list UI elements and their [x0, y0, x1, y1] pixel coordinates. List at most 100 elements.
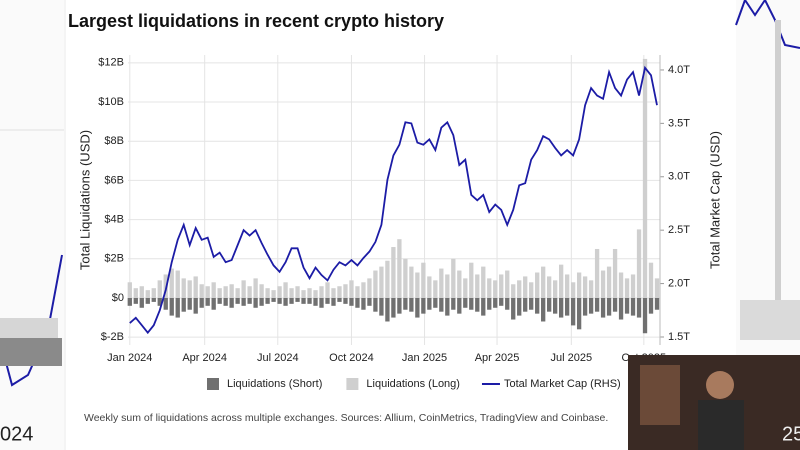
bar [325, 282, 330, 298]
bar [570, 282, 576, 298]
bar [415, 272, 420, 298]
x-tick-label: Jul 2025 [551, 352, 593, 364]
y-tick-label: $2B [104, 253, 124, 265]
bar [433, 280, 438, 298]
legend-swatch [346, 378, 359, 390]
bar [217, 288, 222, 298]
bar [606, 297, 612, 316]
line [129, 65, 658, 335]
bar [463, 278, 468, 298]
bar [313, 297, 318, 306]
bar [223, 286, 228, 298]
bar [570, 297, 576, 326]
bar [265, 297, 270, 304]
webcam-overlay: 25 [628, 355, 800, 450]
bar [133, 288, 138, 298]
bar [505, 270, 510, 298]
left-bars [0, 338, 62, 366]
bar [630, 274, 636, 298]
bar [481, 297, 486, 316]
bar [558, 264, 564, 298]
bar [427, 276, 432, 298]
bar [241, 297, 246, 306]
y2-tick-label: 2.5T [668, 224, 690, 236]
bar [475, 297, 480, 312]
bar [337, 297, 342, 302]
bar [289, 297, 294, 304]
bar [517, 280, 522, 298]
bar [648, 262, 654, 298]
bar [169, 268, 174, 298]
bar [606, 266, 612, 298]
bar [445, 274, 450, 298]
bar [564, 274, 570, 298]
bar [487, 297, 492, 310]
y-tick-label: $8B [104, 135, 124, 147]
webcam-person [706, 371, 734, 399]
bar [223, 297, 228, 306]
bar [307, 288, 312, 298]
x-tick-label: Oct 2024 [329, 352, 374, 364]
bar [558, 297, 564, 318]
webcam-shelf [640, 365, 680, 425]
bar [517, 297, 522, 316]
y-tick-label: $6B [104, 174, 124, 186]
bar [469, 297, 474, 310]
bar [618, 297, 624, 320]
bar [139, 286, 144, 298]
bar [576, 297, 582, 330]
legend-label: Liquidations (Short) [227, 378, 322, 390]
bar [349, 280, 354, 298]
y2-tick-label: 3.0T [668, 171, 690, 183]
y2-tick-label: 3.5T [668, 117, 690, 129]
bar [193, 297, 198, 314]
bar [600, 297, 606, 318]
bar [229, 297, 234, 308]
bar [355, 286, 360, 298]
bar [451, 297, 456, 310]
bar [624, 297, 630, 314]
bar [175, 270, 180, 298]
bar [127, 297, 132, 306]
legend-label: Total Market Cap (RHS) [504, 378, 621, 390]
bar [439, 297, 444, 312]
bar [133, 297, 138, 304]
bar [612, 248, 618, 298]
bar [229, 284, 234, 298]
bar [253, 297, 258, 308]
bar [403, 297, 408, 310]
bar [445, 297, 450, 316]
bar [624, 278, 630, 298]
left-panel [0, 0, 64, 450]
bar [379, 297, 384, 316]
bar [241, 280, 246, 298]
bar [211, 297, 216, 310]
bar [564, 297, 570, 316]
bar [343, 284, 348, 298]
bar [259, 284, 264, 298]
bar [630, 297, 636, 316]
x-tick-label: Jul 2024 [257, 352, 299, 364]
bar [588, 297, 594, 314]
bar [127, 282, 132, 298]
bar [541, 297, 546, 322]
bar [295, 286, 300, 298]
overlay-text: 25 [782, 423, 800, 445]
bar [271, 297, 276, 302]
legend-label: Liquidations (Long) [366, 378, 460, 390]
bar [457, 297, 462, 314]
bar [582, 276, 588, 298]
bar [529, 297, 534, 310]
y-tick-label: $0 [112, 292, 124, 304]
bar [187, 280, 192, 298]
bar [169, 297, 174, 316]
bar [253, 278, 258, 298]
bar [415, 297, 420, 318]
bar [145, 297, 150, 304]
bar [247, 286, 252, 298]
bar [648, 297, 654, 314]
y-tick-label: $12B [98, 57, 124, 69]
bar [397, 239, 402, 298]
bar [463, 297, 468, 308]
